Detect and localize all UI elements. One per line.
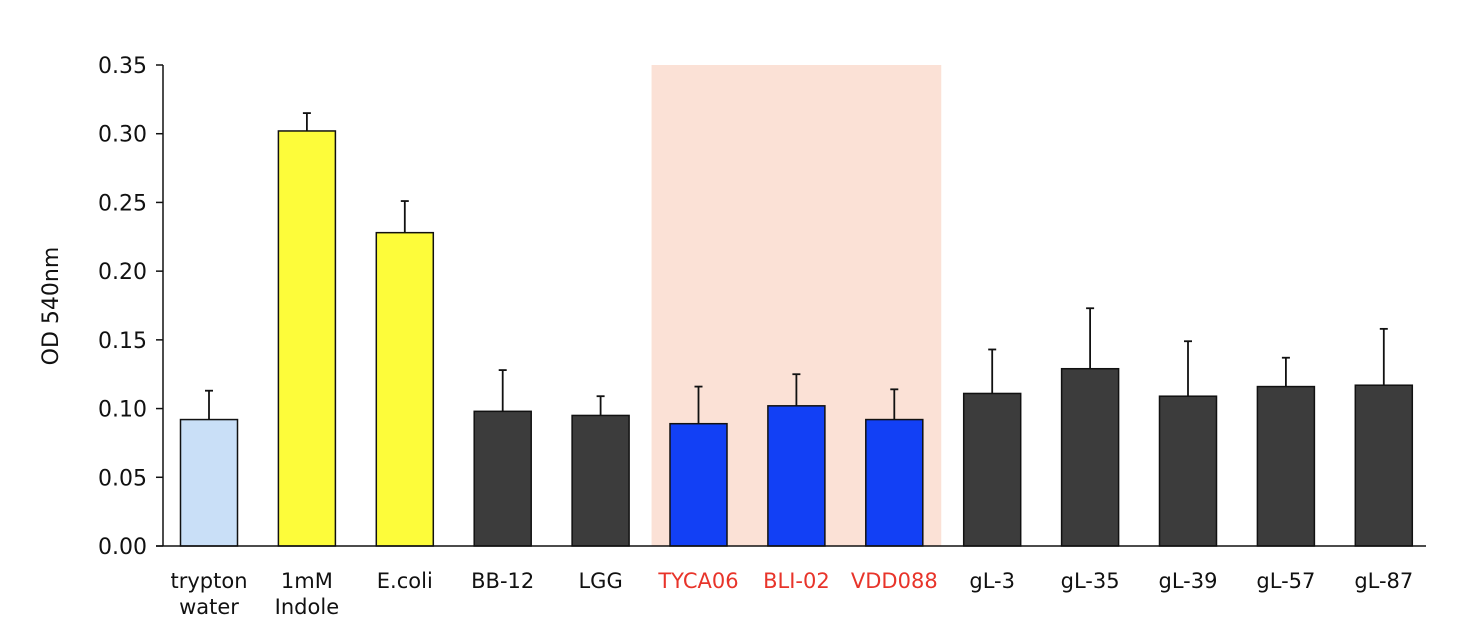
category-label: trypton xyxy=(170,569,247,593)
category-label: gL-3 xyxy=(969,569,1015,593)
bar xyxy=(669,422,728,547)
category-label: 1mM xyxy=(281,569,333,593)
category-label: E.coli xyxy=(377,569,433,593)
category-label: gL-39 xyxy=(1159,569,1218,593)
y-tick-label: 0.10 xyxy=(98,398,147,423)
category-label: VDD088 xyxy=(851,569,938,593)
y-tick-label: 0.35 xyxy=(98,54,147,79)
category-label: BB-12 xyxy=(471,569,534,593)
y-tick-label: 0.30 xyxy=(98,123,147,148)
y-axis-title: OD 540nm xyxy=(39,247,64,366)
y-tick-label: 0.20 xyxy=(98,260,147,285)
bar xyxy=(1060,367,1120,547)
y-tick-label: 0.25 xyxy=(98,191,147,216)
bar xyxy=(375,231,435,547)
y-tick-label: 0.15 xyxy=(98,329,147,354)
bar xyxy=(1354,384,1414,547)
bar xyxy=(1158,395,1218,547)
bar xyxy=(767,405,826,547)
bar xyxy=(473,410,532,547)
category-label: gL-87 xyxy=(1354,569,1413,593)
bar xyxy=(962,392,1022,547)
category-label: TYCA06 xyxy=(657,569,738,593)
y-tick-label: 0.00 xyxy=(98,535,147,560)
category-label: water xyxy=(179,595,239,619)
category-label: gL-57 xyxy=(1256,569,1315,593)
bar xyxy=(571,414,630,547)
category-label: Indole xyxy=(275,595,339,619)
category-label: BLI-02 xyxy=(763,569,830,593)
category-label: LGG xyxy=(578,569,622,593)
category-label: gL-35 xyxy=(1061,569,1120,593)
bar xyxy=(1256,385,1316,547)
bar xyxy=(277,130,337,547)
y-tick-label: 0.05 xyxy=(98,466,147,491)
bar xyxy=(179,418,239,547)
bar xyxy=(865,418,924,547)
